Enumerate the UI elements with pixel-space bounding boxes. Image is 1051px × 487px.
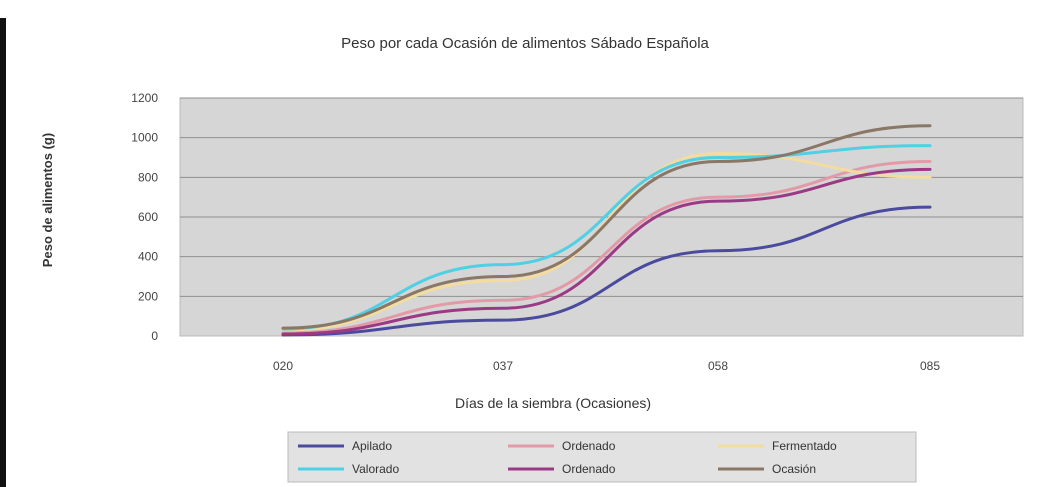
y-tick-label: 0 <box>151 329 158 343</box>
x-tick-label: 058 <box>708 359 728 373</box>
y-tick-label: 400 <box>138 250 158 264</box>
legend-label: Apilado <box>352 439 392 453</box>
x-tick-label: 037 <box>493 359 513 373</box>
legend: Apilado Ordenado Fermentado Valorado Ordenad… <box>287 431 917 483</box>
y-tick-label: 1200 <box>131 91 158 105</box>
chart-title: Peso por cada Ocasión de alimentos Sábad… <box>341 35 709 52</box>
series-line <box>281 159 932 335</box>
legend-label: Ordenado <box>562 462 616 476</box>
series-line <box>281 167 932 336</box>
legend-label: Valorado <box>352 462 399 476</box>
y-tick-label: 1000 <box>131 131 158 145</box>
series-line <box>281 124 932 330</box>
y-tick-label: 800 <box>138 170 158 184</box>
x-axis-label: Días de la siembra (Ocasiones) <box>455 395 651 411</box>
series-line <box>281 205 932 337</box>
x-tick-label: 085 <box>920 359 940 373</box>
legend-label: Ordenado <box>562 439 616 453</box>
legend-box <box>287 431 917 483</box>
y-axis-label: Peso de alimentos (g) <box>40 133 55 267</box>
x-tick-label: 020 <box>273 359 293 373</box>
left-edge-rule <box>0 18 6 487</box>
series-line <box>281 144 932 331</box>
legend-label: Ocasión <box>772 462 816 476</box>
legend-label: Fermentado <box>772 439 837 453</box>
y-tick-label: 600 <box>138 210 158 224</box>
y-tick-label: 200 <box>138 289 158 303</box>
